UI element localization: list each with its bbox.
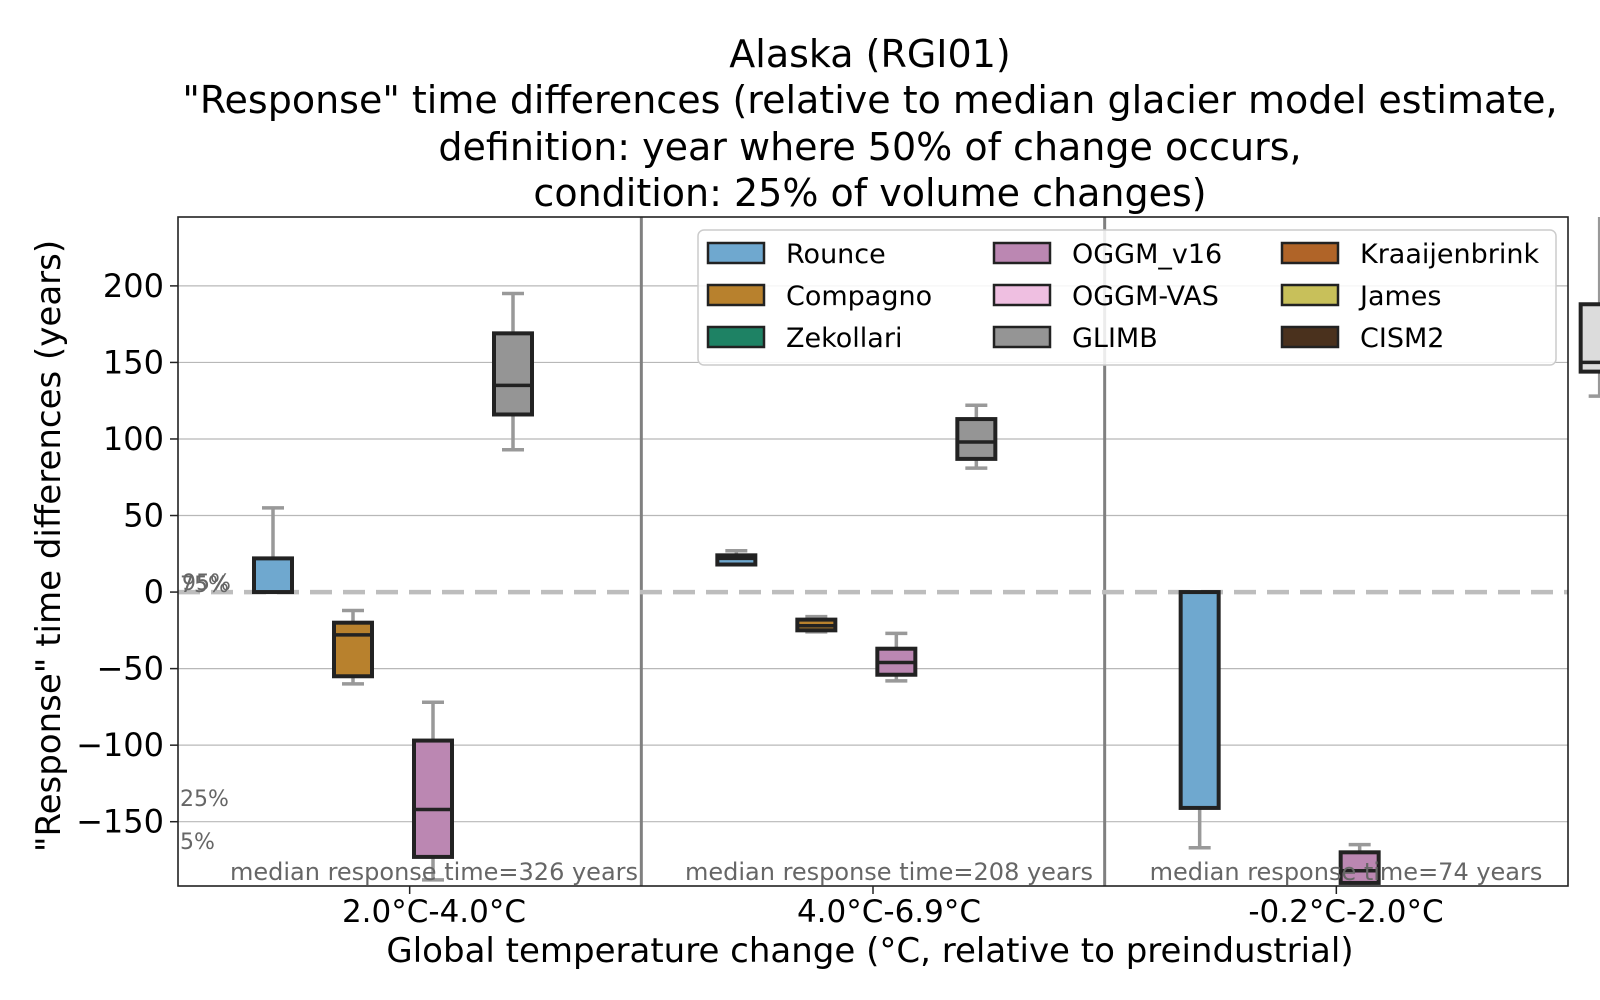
box-OGGM_v16-group-2	[875, 631, 918, 683]
box-Rounce-group-1	[252, 506, 294, 595]
legend-item-Compagno: Compagno	[706, 281, 932, 312]
box-Compagno-group-1	[332, 608, 374, 686]
legend-item-GLIMB: GLIMB	[992, 323, 1158, 354]
y-tick-label: −100	[76, 726, 164, 764]
legend-item-Zekollari: Zekollari	[706, 323, 902, 354]
annotations: 95% 75% 25% 5% median response time=326 …	[180, 571, 1542, 886]
y-tick-label: −150	[76, 803, 164, 841]
legend-label: Zekollari	[786, 323, 902, 354]
box-body	[492, 331, 534, 417]
legend-label: James	[1358, 281, 1442, 312]
legend-label: Kraaijenbrink	[1360, 239, 1539, 270]
y-axis-label: "Response" time differences (years)	[29, 240, 69, 852]
legend-item-OGGM_v16: OGGM_v16	[992, 239, 1222, 270]
y-tick-label: −50	[96, 650, 164, 688]
legend-label: OGGM_v16	[1072, 239, 1222, 270]
y-tick-label: 100	[103, 420, 164, 458]
legend-swatch	[992, 325, 1052, 349]
median-note-group-1: median response time=326 years	[230, 858, 638, 886]
box-Compagno-group-2	[795, 614, 838, 634]
percentile-25-note: 25%	[180, 787, 229, 812]
box-GLIMB-group-1	[492, 291, 534, 452]
y-axis-ticks: 200 150 100 50 0 −50 −100 −150	[76, 267, 178, 841]
legend-item-OGGM-VAS: OGGM-VAS	[992, 281, 1219, 312]
y-tick-label: 200	[103, 267, 164, 305]
legend-item-Kraaijenbrink: Kraaijenbrink	[1280, 239, 1539, 270]
title-line-3: definition: year where 50% of change occ…	[438, 125, 1301, 169]
title-line-1: Alaska (RGI01)	[729, 32, 1010, 76]
legend-label: Compagno	[786, 281, 932, 312]
legend-label: GLIMB	[1072, 323, 1158, 354]
legend-swatch	[1280, 283, 1340, 307]
percentile-5-note: 5%	[180, 830, 215, 855]
median-note-group-2: median response time=208 years	[685, 858, 1093, 886]
legend-swatch	[706, 325, 766, 349]
x-axis-ticks: 2.0°C-4.0°C 4.0°C-6.9°C -0.2°C-2.0°C	[342, 886, 1444, 930]
legend-item-James: James	[1280, 281, 1442, 312]
legend-swatch	[1280, 325, 1340, 349]
box-Rounce-group-3	[1178, 590, 1221, 850]
legend-swatch	[1280, 241, 1340, 265]
box-Rounce-group-2	[715, 548, 758, 567]
box-body	[332, 620, 374, 679]
box-body	[1178, 590, 1221, 810]
x-tick-label-group-2: 4.0°C-6.9°C	[797, 894, 981, 930]
chart-title: Alaska (RGI01) "Response" time differenc…	[182, 32, 1557, 215]
legend-label: CISM2	[1360, 323, 1444, 354]
legend-swatch	[706, 241, 766, 265]
percentile-75-note: 75%	[180, 573, 229, 598]
legend-swatch	[992, 283, 1052, 307]
legend-item-Rounce: Rounce	[706, 239, 886, 270]
y-tick-label: 0	[144, 573, 164, 611]
percentile-95-note: 95%	[182, 571, 231, 596]
title-line-2: "Response" time differences (relative to…	[182, 78, 1557, 122]
median-note-group-3: median response time=74 years	[1150, 858, 1543, 886]
grid-lines	[178, 285, 1568, 823]
title-line-4: condition: 25% of volume changes)	[533, 171, 1206, 215]
box-body	[412, 738, 454, 859]
x-tick-label-group-1: 2.0°C-4.0°C	[342, 894, 526, 930]
box-body	[1338, 850, 1381, 885]
box-unlabeled-group-3	[1578, 217, 1600, 398]
legend: Rounce Compagno Zekollari OGGM_v16 OGGM-VAS G…	[697, 229, 1557, 366]
legend-swatch	[992, 241, 1052, 265]
legend-label: OGGM-VAS	[1072, 281, 1219, 312]
box-body	[252, 556, 294, 595]
y-tick-label: 50	[123, 497, 164, 535]
legend-item-CISM2: CISM2	[1280, 323, 1444, 354]
box-OGGM_v16-group-3	[1338, 842, 1381, 885]
x-tick-label-group-3: -0.2°C-2.0°C	[1248, 894, 1443, 930]
x-axis-label: Global temperature change (°C, relative …	[386, 931, 1353, 971]
box-GLIMB-group-2	[955, 403, 998, 470]
legend-label: Rounce	[786, 239, 886, 270]
legend-frame	[697, 229, 1557, 366]
box-body	[955, 417, 998, 461]
legend-swatch	[706, 283, 766, 307]
y-tick-label: 150	[103, 343, 164, 381]
box-OGGM_v16-group-1	[412, 700, 454, 882]
